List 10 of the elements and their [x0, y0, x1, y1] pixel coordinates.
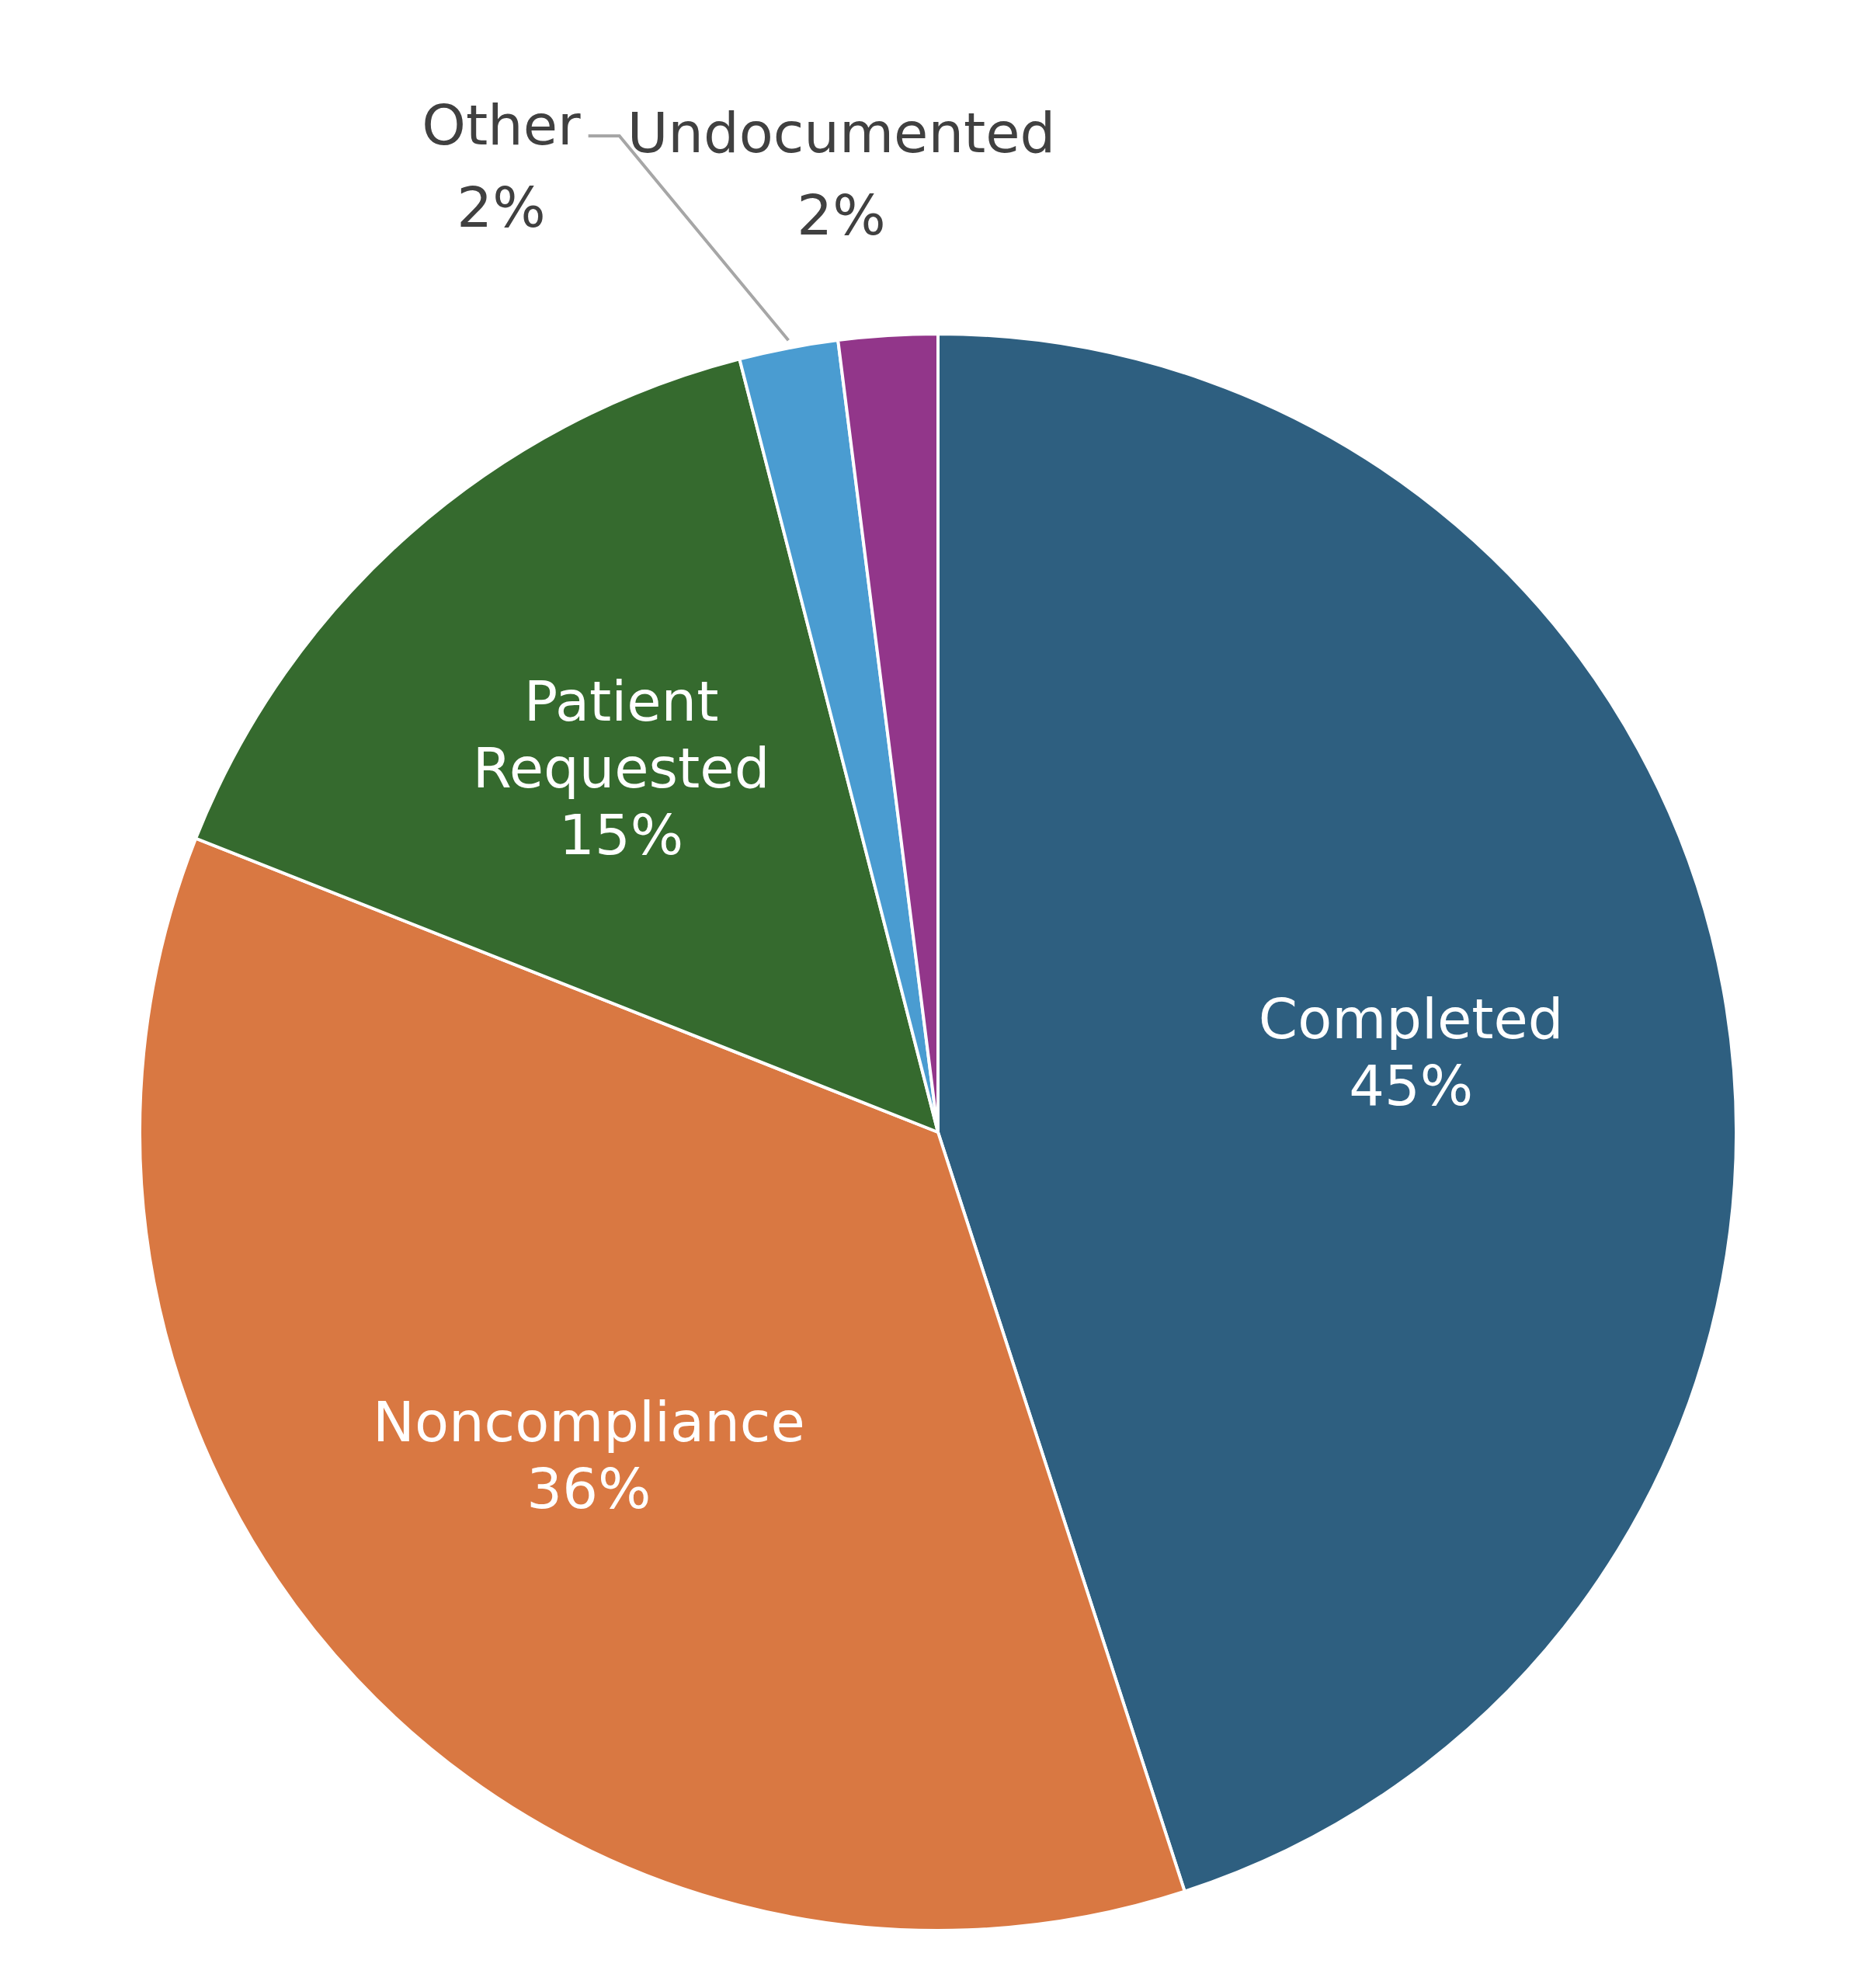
data-label: 36% [526, 1456, 651, 1522]
data-label: 45% [1349, 1053, 1474, 1119]
slice-label: Noncompliance [373, 1388, 805, 1454]
slice-label: Patient Requested [472, 668, 770, 801]
slice-label: Undocumented [627, 99, 1056, 165]
data-label: 2% [457, 174, 546, 240]
slice-label: Other [422, 92, 582, 158]
data-label: 2% [797, 182, 886, 248]
slice-label: Completed [1258, 986, 1564, 1052]
data-label: 15% [559, 802, 684, 868]
